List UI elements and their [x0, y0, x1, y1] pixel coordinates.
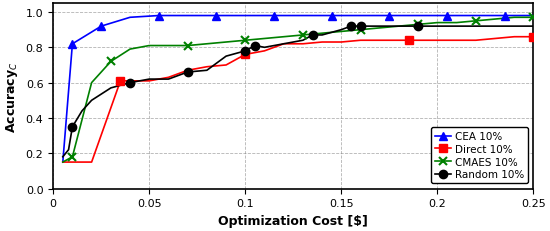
Legend: CEA 10%, Direct 10%, CMAES 10%, Random 10%: CEA 10%, Direct 10%, CMAES 10%, Random 1…: [431, 128, 528, 184]
X-axis label: Optimization Cost [$]: Optimization Cost [$]: [218, 214, 368, 227]
Y-axis label: Accuracy$_C$: Accuracy$_C$: [4, 61, 20, 132]
